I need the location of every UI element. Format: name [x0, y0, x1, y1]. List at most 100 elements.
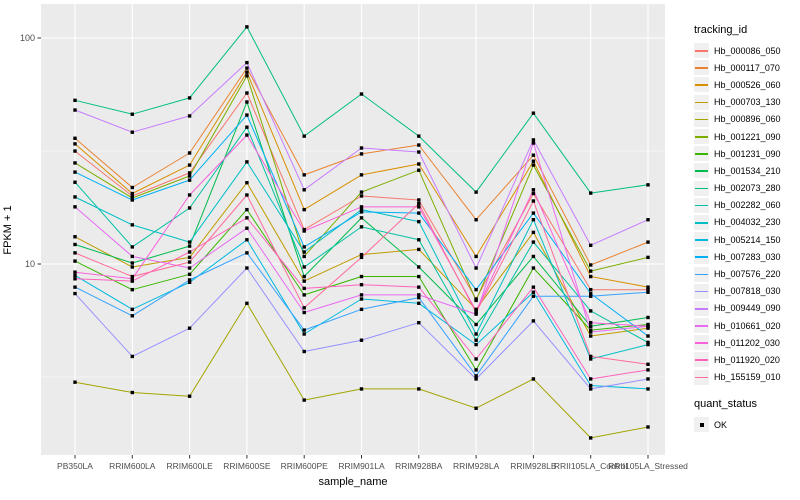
- data-point: [646, 377, 650, 381]
- data-point: [302, 310, 306, 315]
- legend-item-Hb_002282_060: Hb_002282_060: [694, 197, 800, 214]
- data-point: [302, 207, 306, 212]
- legend-label: Hb_007818_030: [714, 286, 781, 297]
- data-point: [646, 362, 650, 366]
- data-point: [302, 254, 306, 259]
- data-point: [73, 291, 77, 296]
- data-point: [646, 368, 650, 372]
- data-point: [417, 320, 421, 325]
- data-point: [589, 387, 593, 391]
- data-point: [417, 274, 421, 279]
- legend-label: Hb_005214_150: [714, 234, 781, 245]
- x-axis-title: sample_name: [318, 476, 388, 488]
- data-point: [646, 326, 650, 330]
- data-point: [245, 238, 249, 242]
- data-point: [417, 201, 421, 206]
- data-point: [359, 252, 364, 257]
- x-tick-label: RRIM600SE: [223, 461, 271, 471]
- data-point: [531, 218, 536, 222]
- data-point: [646, 240, 650, 244]
- data-point: [187, 206, 192, 210]
- legend-item-Hb_155159_010: Hb_155159_010: [694, 369, 800, 386]
- data-point: [531, 138, 536, 142]
- data-point: [302, 332, 306, 336]
- data-point: [359, 173, 364, 177]
- legend-item-Hb_001534_210: Hb_001534_210: [694, 162, 800, 179]
- legend-key-box: [694, 300, 709, 316]
- legend-label: Hb_011202_030: [714, 337, 780, 348]
- legend-label: Hb_009449_090: [714, 303, 781, 314]
- legend-item-Hb_004032_230: Hb_004032_230: [694, 214, 800, 231]
- data-point: [531, 163, 536, 167]
- data-point: [417, 265, 421, 269]
- data-point: [73, 251, 77, 255]
- data-point: [531, 285, 536, 289]
- legend-label: Hb_004032_230: [714, 217, 781, 228]
- legend-color-line-icon: [695, 187, 708, 190]
- legend-key-box: [694, 129, 709, 145]
- data-point: [187, 171, 192, 175]
- data-point: [245, 160, 249, 164]
- data-point: [245, 91, 249, 95]
- x-tick-label: RRIM600PE: [281, 461, 329, 471]
- data-point: [417, 211, 421, 215]
- legend-key-box: [694, 369, 709, 385]
- legend-key-box: [694, 249, 709, 265]
- data-point: [130, 354, 134, 359]
- data-point: [646, 218, 650, 222]
- data-point: [359, 92, 364, 96]
- legend-key-box: [694, 335, 709, 351]
- data-point: [589, 274, 593, 279]
- data-point: [359, 282, 364, 287]
- legend-label: Hb_007576_220: [714, 269, 781, 280]
- legend-item-Hb_005214_150: Hb_005214_150: [694, 231, 800, 248]
- data-point: [589, 354, 593, 359]
- data-point: [474, 322, 478, 327]
- data-point: [187, 260, 192, 264]
- legend-key-box: [694, 163, 709, 179]
- data-point: [302, 328, 306, 332]
- legend-item-Hb_000086_050: Hb_000086_050: [694, 42, 800, 59]
- data-point: [245, 193, 249, 197]
- x-tick-label: RRIM600LE: [166, 461, 213, 471]
- legend-key-box: [694, 180, 709, 196]
- data-point: [589, 436, 593, 440]
- data-point: [302, 306, 306, 310]
- legend-color-line-icon: [695, 307, 708, 310]
- data-point: [73, 195, 77, 199]
- data-point: [130, 245, 134, 249]
- legend-color-line-icon: [695, 221, 708, 224]
- data-point: [245, 207, 249, 212]
- data-point: [589, 191, 593, 195]
- data-point: [73, 98, 77, 103]
- data-point: [302, 286, 306, 291]
- data-point: [646, 287, 650, 292]
- data-point: [302, 250, 306, 254]
- data-point: [531, 191, 536, 196]
- data-point: [73, 273, 77, 278]
- x-tick-label: RRII105LA_Stressed: [608, 461, 688, 471]
- data-point: [359, 225, 364, 229]
- data-point: [531, 211, 536, 215]
- legend-item-Hb_007283_030: Hb_007283_030: [694, 248, 800, 265]
- data-point: [531, 199, 536, 203]
- data-point: [589, 309, 593, 313]
- data-point: [73, 161, 77, 165]
- legend-label: Hb_155159_010: [714, 372, 781, 383]
- legend-color-line-icon: [695, 170, 708, 172]
- data-point: [646, 334, 650, 338]
- black-square-point-icon: [699, 422, 704, 427]
- data-point: [646, 285, 650, 289]
- data-point: [417, 238, 421, 242]
- data-point: [531, 240, 536, 244]
- data-point: [245, 74, 249, 78]
- data-point: [73, 136, 77, 140]
- data-point: [531, 266, 536, 270]
- legend-key-box: [694, 318, 709, 334]
- legend-key-box: [694, 266, 709, 282]
- data-point: [417, 198, 421, 202]
- data-point: [73, 380, 77, 384]
- data-point: [245, 25, 249, 29]
- data-point: [302, 398, 306, 402]
- data-point: [302, 279, 306, 283]
